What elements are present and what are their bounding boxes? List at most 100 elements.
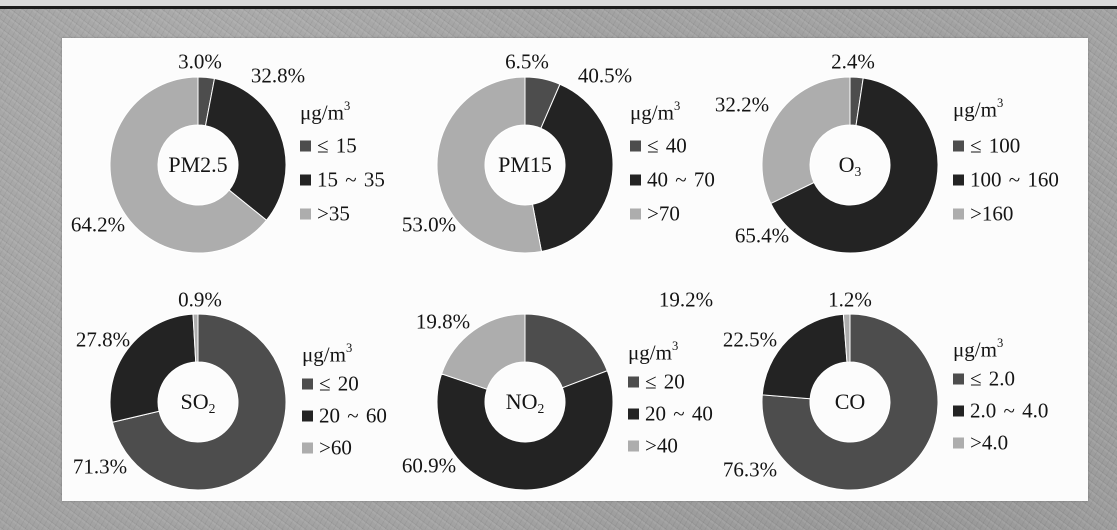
data-label-o3-2: 65.4% xyxy=(734,223,790,248)
donut-slice-no2-3 xyxy=(440,313,526,390)
legend-swatch xyxy=(628,440,639,452)
legend-label: ≤ 40 xyxy=(647,133,687,158)
legend-item-so2-1: ≤ 20 xyxy=(302,371,359,396)
legend-swatch xyxy=(630,208,641,220)
legend-item-no2-2: 20 ~ 40 xyxy=(628,401,713,426)
legend-label: >35 xyxy=(317,201,350,226)
legend-item-co-1: ≤ 2.0 xyxy=(953,366,1016,391)
donut-pm15 xyxy=(436,76,614,254)
legend-item-pm15-1: ≤ 40 xyxy=(630,133,687,158)
legend-label: >60 xyxy=(319,435,352,460)
legend-swatch xyxy=(300,140,311,152)
center-label-o3: O3 xyxy=(838,152,862,180)
data-label-co-2: 22.5% xyxy=(722,327,778,352)
center-label-text: SO xyxy=(180,389,209,414)
donut-pm2-5 xyxy=(109,76,287,254)
legend-item-o3-3: >160 xyxy=(953,201,1014,226)
center-label-pm2-5: PM2.5 xyxy=(168,154,227,176)
center-label-text: CO xyxy=(834,389,866,414)
donut-slice-pm15-3 xyxy=(436,76,543,254)
donut-slice-o3-2 xyxy=(770,77,939,254)
legend-swatch xyxy=(953,208,964,220)
legend-item-o3-2: 100 ~ 160 xyxy=(953,167,1059,192)
legend-unit-superscript: 3 xyxy=(671,339,679,354)
legend-unit-superscript: 3 xyxy=(343,99,351,114)
donut-co xyxy=(761,313,939,491)
data-label-so2-2: 27.8% xyxy=(75,327,131,352)
legend-label: >4.0 xyxy=(970,430,1009,455)
legend-item-pm15-2: 40 ~ 70 xyxy=(630,169,715,191)
legend-item-pm2-5-2: 15 ~ 35 xyxy=(300,167,385,192)
legend-item-co-2: 2.0 ~ 4.0 xyxy=(953,398,1049,423)
center-label-text: O xyxy=(838,152,855,177)
legend-label: >40 xyxy=(645,433,678,458)
legend-unit-co: μg/m3 xyxy=(953,337,1003,362)
legend-swatch xyxy=(630,174,641,186)
legend-unit-text: μg/m xyxy=(953,337,997,362)
donut-slice-pm2-5-3 xyxy=(109,76,268,254)
legend-unit-text: μg/m xyxy=(300,100,344,125)
center-label-text: NO xyxy=(505,389,538,414)
legend-unit-pm15: μg/m3 xyxy=(630,100,680,125)
legend-label: 20 ~ 40 xyxy=(645,401,713,426)
donut-so2 xyxy=(109,313,287,491)
legend-label: 20 ~ 60 xyxy=(319,403,387,428)
legend-unit-superscript: 3 xyxy=(345,341,353,356)
center-label-text: PM15 xyxy=(498,152,552,177)
legend-label: ≤ 15 xyxy=(317,133,357,158)
legend-unit-superscript: 3 xyxy=(673,99,681,114)
donut-slice-co-1 xyxy=(761,313,939,491)
data-label-no2-1: 19.2% xyxy=(658,287,714,312)
legend-item-o3-1: ≤ 100 xyxy=(953,135,1020,157)
data-label-o3-1: 2.4% xyxy=(831,49,875,74)
center-label-pm15: PM15 xyxy=(498,154,552,176)
data-label-pm2-5-3: 64.2% xyxy=(70,212,126,237)
center-label-subscript: 3 xyxy=(854,164,862,180)
legend-item-pm15-3: >70 xyxy=(630,201,680,226)
donut-slice-so2-2 xyxy=(109,313,197,423)
legend-label: >160 xyxy=(970,201,1014,226)
donut-slice-no2-2 xyxy=(436,370,614,491)
data-label-o3-3: 32.2% xyxy=(714,92,770,117)
legend-label: 15 ~ 35 xyxy=(317,167,385,192)
legend-item-no2-1: ≤ 20 xyxy=(628,369,685,394)
center-label-subscript: 2 xyxy=(537,401,545,417)
legend-unit-text: μg/m xyxy=(302,342,346,367)
legend-swatch xyxy=(953,405,964,417)
legend-label: ≤ 2.0 xyxy=(970,366,1016,391)
legend-item-so2-2: 20 ~ 60 xyxy=(302,403,387,428)
legend-item-co-3: >4.0 xyxy=(953,430,1009,455)
legend-unit-text: μg/m xyxy=(630,100,674,125)
center-label-so2: SO2 xyxy=(180,389,216,417)
legend-swatch xyxy=(628,376,639,388)
legend-label: 100 ~ 160 xyxy=(970,167,1059,192)
legend-swatch xyxy=(953,437,964,449)
legend-unit-o3: μg/m3 xyxy=(953,97,1003,122)
legend-label: ≤ 20 xyxy=(645,369,685,394)
legend-unit-no2: μg/m3 xyxy=(628,340,678,364)
legend-item-pm2-5-3: >35 xyxy=(300,201,350,226)
legend-label: ≤ 20 xyxy=(319,371,359,396)
legend-unit-superscript: 3 xyxy=(996,336,1004,351)
data-label-pm15-3: 53.0% xyxy=(401,212,457,237)
donut-slice-co-2 xyxy=(761,313,848,400)
legend-item-no2-3: >40 xyxy=(628,433,678,458)
data-label-pm15-1: 6.5% xyxy=(505,49,549,74)
legend-label: 2.0 ~ 4.0 xyxy=(970,398,1049,423)
donut-slice-so2-1 xyxy=(111,313,287,491)
scan-top-margin xyxy=(0,0,1117,6)
center-label-text: PM2.5 xyxy=(168,152,228,177)
center-label-co: CO xyxy=(835,391,866,413)
data-label-co-1: 76.3% xyxy=(722,457,778,482)
legend-swatch xyxy=(953,174,964,186)
legend-swatch xyxy=(302,442,313,454)
data-label-pm2-5-1: 3.0% xyxy=(178,49,222,74)
center-label-subscript: 2 xyxy=(208,401,216,417)
legend-unit-text: μg/m xyxy=(953,97,997,122)
donut-no2 xyxy=(436,313,614,491)
legend-label: >70 xyxy=(647,201,680,226)
legend-swatch xyxy=(300,174,311,186)
data-label-so2-3: 0.9% xyxy=(178,287,222,312)
